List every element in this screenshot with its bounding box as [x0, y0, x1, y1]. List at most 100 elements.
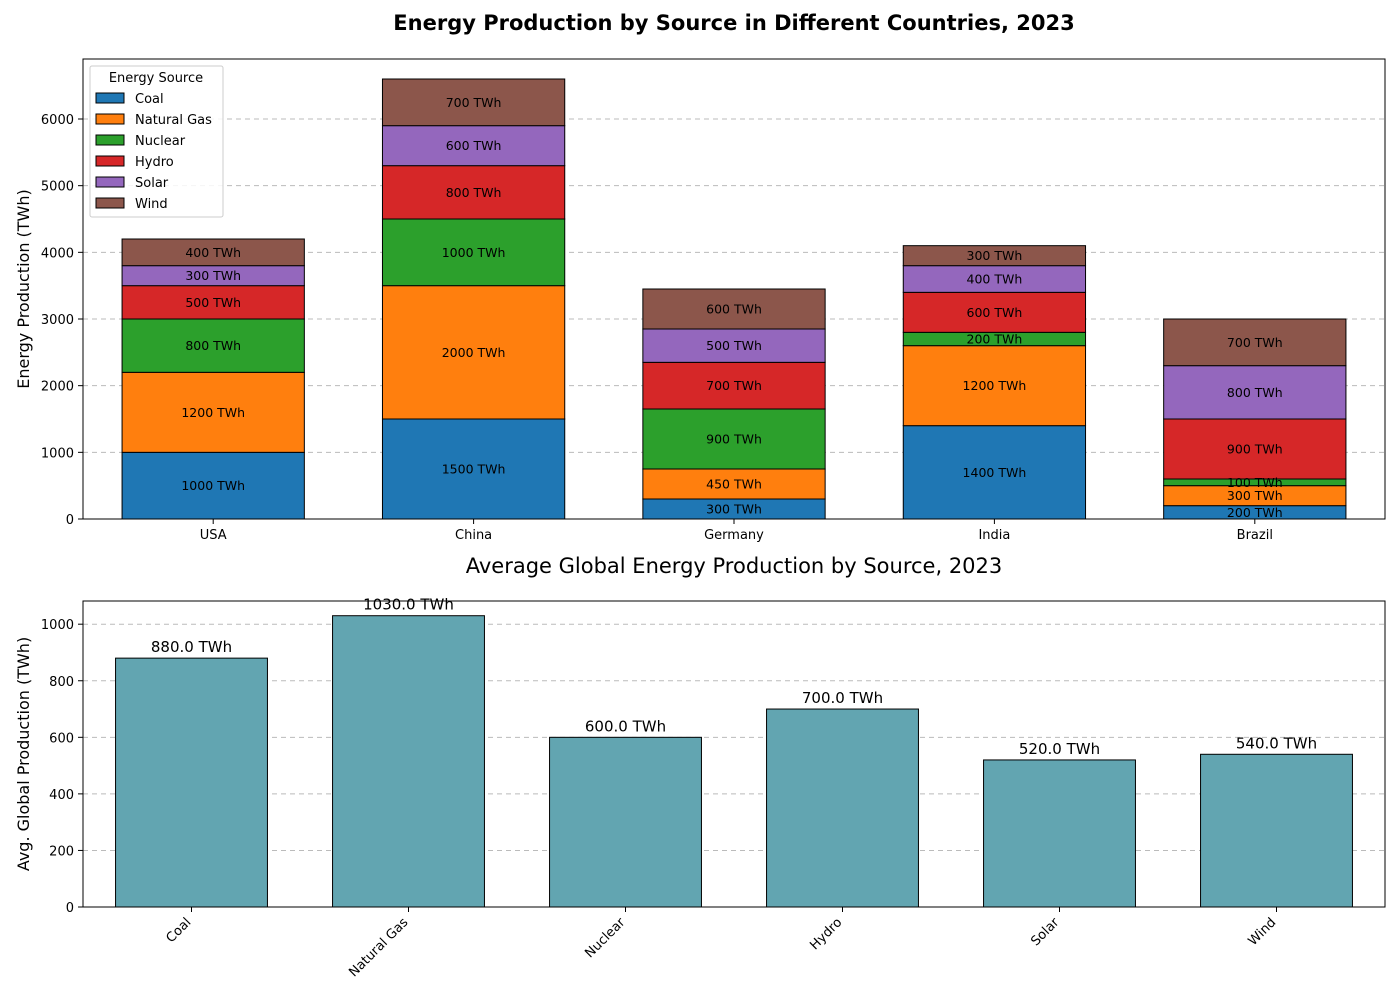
bar-segment [902, 291, 1087, 333]
x-tick-label: China [455, 528, 492, 543]
segment-value-label: 700 TWh [446, 95, 502, 110]
segment-value-label: 600 TWh [446, 138, 502, 153]
legend-label: Natural Gas [135, 113, 212, 128]
segment-value-label: 800 TWh [446, 185, 502, 200]
bar-segment [121, 238, 305, 267]
x-tick-label: Wind [1246, 915, 1280, 949]
segment-value-label: 700 TWh [1227, 335, 1283, 350]
segment-value-label: 700 TWh [706, 378, 762, 393]
bar-segment [642, 468, 826, 500]
bar-segment [381, 165, 566, 220]
y-tick-label: 400 [49, 788, 74, 803]
legend-label: Nuclear [135, 134, 186, 149]
segment-value-label: 1200 TWh [181, 405, 245, 420]
chart1-title: Energy Production by Source in Different… [393, 11, 1074, 35]
chart1-legend: Energy Source Coal Natural Gas Nuclear Hydr… [89, 65, 224, 218]
segment-value-label: 300 TWh [185, 268, 241, 283]
chart1-segment-labels: 1000 TWh 1200 TWh 800 TWh 500 TWh 300 TWh 400… [181, 95, 1282, 520]
legend-title: Energy Source [109, 71, 203, 86]
bar [1200, 753, 1353, 908]
chart1-plot-frame [82, 58, 1386, 520]
y-tick-label: 1000 [41, 618, 74, 633]
data-label: 1030.0 TWh [363, 596, 454, 614]
y-tick-label: 5000 [41, 180, 74, 195]
bar-segment [121, 318, 305, 373]
legend-label: Coal [135, 92, 164, 107]
x-tick-label: Hydro [807, 915, 845, 953]
bar-segment [381, 125, 566, 167]
segment-value-label: 2000 TWh [442, 345, 506, 360]
y-tick-label: 3000 [41, 313, 74, 328]
bar-segment [902, 345, 1087, 427]
segment-value-label: 600 TWh [967, 305, 1023, 320]
y-tick-label: 2000 [41, 380, 74, 395]
x-tick-label: India [978, 528, 1010, 543]
bar [766, 708, 919, 908]
legend-swatch [95, 113, 125, 125]
data-label: 700.0 TWh [802, 689, 883, 707]
segment-value-label: 450 TWh [706, 477, 762, 492]
segment-value-label: 900 TWh [1227, 442, 1283, 457]
segment-value-label: 1000 TWh [442, 245, 506, 260]
segment-value-label: 1000 TWh [181, 478, 245, 493]
y-tick-label: 0 [66, 901, 74, 916]
x-tick-label: Solar [1028, 915, 1062, 949]
segment-value-label: 800 TWh [1227, 385, 1283, 400]
legend-swatch [95, 176, 125, 188]
segment-value-label: 100 TWh [1227, 475, 1283, 490]
segment-value-label: 500 TWh [185, 295, 241, 310]
stacked-bar-chart: Energy Production by Source in Different… [14, 11, 1386, 543]
segment-value-label: 500 TWh [706, 338, 762, 353]
chart2-bars [115, 615, 1353, 908]
bar-segment [381, 218, 566, 287]
segment-value-label: 300 TWh [1227, 488, 1283, 503]
segment-value-label: 200 TWh [967, 332, 1023, 347]
legend-swatch [95, 155, 125, 167]
chart2-plot-frame [82, 600, 1386, 908]
bar-segment [381, 78, 566, 127]
bar [983, 759, 1136, 908]
legend-items: Coal Natural Gas Nuclear Hydro Solar Wind [95, 92, 212, 212]
x-tick-label: Natural Gas [346, 915, 411, 980]
segment-value-label: 1400 TWh [963, 465, 1027, 480]
bar-segment [902, 265, 1087, 293]
bar-segment [642, 408, 826, 470]
legend-label: Hydro [135, 155, 174, 170]
segment-value-label: 400 TWh [967, 272, 1023, 287]
legend-label: Wind [135, 197, 168, 212]
chart2-grid [83, 623, 1385, 851]
bar-segment [121, 371, 305, 453]
bar [332, 615, 485, 908]
segment-value-label: 1500 TWh [442, 462, 506, 477]
average-bar-chart: Average Global Energy Production by Sour… [14, 554, 1386, 980]
x-tick-label: Coal [163, 915, 194, 946]
chart2-title: Average Global Energy Production by Sour… [466, 554, 1003, 578]
y-tick-label: 1000 [41, 446, 74, 461]
chart2-data-labels: 880.0 TWh 1030.0 TWh 600.0 TWh 700.0 TWh 520… [151, 596, 1317, 758]
segment-value-label: 600 TWh [706, 302, 762, 317]
bar-segment [381, 418, 566, 520]
x-tick-label: Germany [704, 528, 764, 543]
bar-segment [642, 288, 826, 330]
x-tick-label: USA [200, 528, 227, 543]
x-tick-label: Brazil [1237, 528, 1273, 543]
data-label: 520.0 TWh [1019, 740, 1100, 758]
chart2-y-ticks: 0 200 400 600 800 1000 [41, 618, 83, 916]
bar [115, 657, 268, 908]
segment-value-label: 800 TWh [185, 338, 241, 353]
legend-swatch [95, 92, 125, 104]
segment-value-label: 400 TWh [185, 245, 241, 260]
chart1-y-ticks: 0 1000 2000 3000 4000 5000 6000 [41, 113, 83, 528]
chart1-ylabel: Energy Production (TWh) [14, 189, 33, 389]
segment-value-label: 1200 TWh [963, 378, 1027, 393]
data-label: 880.0 TWh [151, 638, 232, 656]
data-label: 540.0 TWh [1236, 734, 1317, 752]
segment-value-label: 300 TWh [706, 502, 762, 517]
segment-value-label: 200 TWh [1227, 505, 1283, 520]
chart1-bars [121, 78, 1347, 520]
y-tick-label: 6000 [41, 113, 74, 128]
segment-value-label: 300 TWh [967, 248, 1023, 263]
x-tick-label: Nuclear [582, 915, 628, 961]
y-tick-label: 200 [49, 844, 74, 859]
